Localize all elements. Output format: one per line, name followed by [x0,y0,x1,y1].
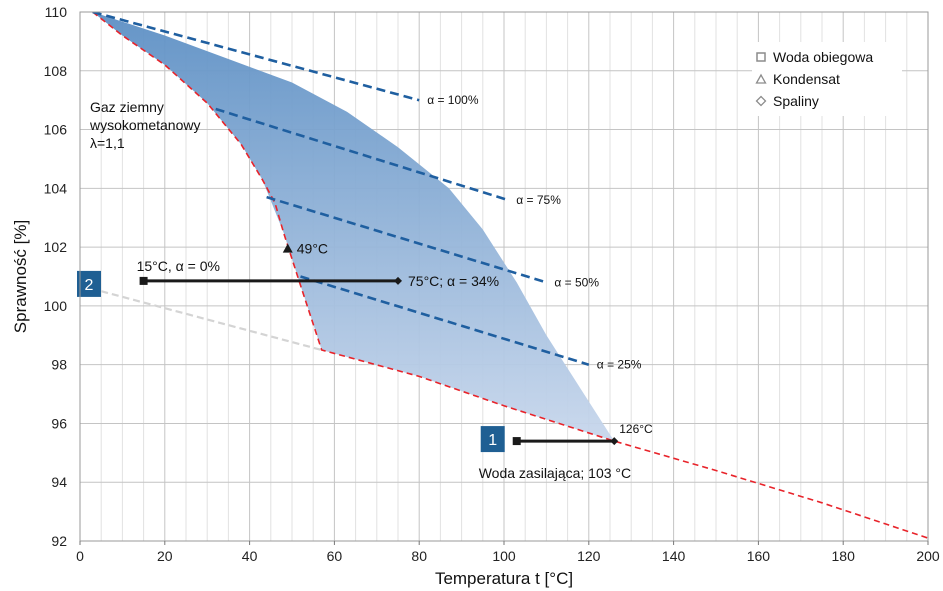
series-line-alpha [266,195,547,284]
range-start-square-marker [139,276,148,285]
y-axis-title: Sprawność [%] [11,220,30,333]
x-tick-label: 200 [916,548,940,564]
annotation-label: 49°C [297,241,328,257]
range-start-label: Woda zasilająca; 103 °C [479,465,631,481]
legend-square-marker [756,52,766,62]
series-line-alpha [215,107,509,202]
x-tick-label: 180 [832,548,856,564]
x-axis-title: Temperatura t [°C] [435,569,573,588]
series-label-alpha: α = 100% [427,93,479,107]
y-tick-label: 94 [51,474,67,490]
legend-label: Spaliny [773,93,819,109]
y-tick-label: 108 [44,63,68,79]
fuel-label-line: wysokometanowy [89,117,201,133]
legend-diamond-marker [755,95,767,107]
x-tick-label: 60 [327,548,343,564]
y-tick-label: 92 [51,533,67,549]
x-tick-label: 0 [76,548,84,564]
x-tick-label: 100 [492,548,516,564]
range-end-label: 75°C; α = 34% [408,273,499,289]
x-tick-label: 20 [157,548,173,564]
legend-label: Woda obiegowa [773,49,873,65]
y-tick-label: 96 [51,415,67,431]
shaded-efficiency-region [92,12,615,442]
y-tick-label: 106 [44,122,68,138]
range-start-label: 15°C, α = 0% [137,258,220,274]
range-badge [480,426,505,453]
range-badge [77,270,101,297]
x-tick-label: 80 [411,548,427,564]
series-line-grey [100,290,322,352]
y-tick-label: 110 [45,4,68,20]
range-end-diamond-marker [610,437,619,446]
y-tick-label: 100 [44,298,68,314]
x-tick-label: 160 [747,548,771,564]
x-tick-label: 140 [662,548,686,564]
y-tick-label: 102 [44,239,68,255]
series-line-alpha [300,275,590,366]
fuel-label-line: Gaz ziemny [90,99,164,115]
x-tick-label: 120 [577,548,601,564]
range-badge-number: 1 [488,432,497,449]
range-end-label: 126°C [619,422,653,436]
range-badge-number: 2 [85,277,94,294]
y-tick-label: 98 [51,357,67,373]
legend-box [752,42,902,116]
series-label-alpha: α = 75% [516,193,561,207]
series-line-red [92,12,928,539]
series-label-alpha: α = 25% [597,358,642,372]
series-label-alpha: α = 50% [554,275,599,289]
legend-label: Kondensat [773,71,840,87]
range-start-square-marker [512,437,521,446]
y-tick-label: 104 [44,180,68,196]
fuel-label-line: λ=1,1 [90,135,125,151]
x-tick-label: 40 [242,548,258,564]
legend-triangle-marker [755,73,767,84]
annotation-triangle-marker [282,243,293,253]
series-line-alpha [92,12,420,102]
range-end-diamond-marker [394,276,402,285]
